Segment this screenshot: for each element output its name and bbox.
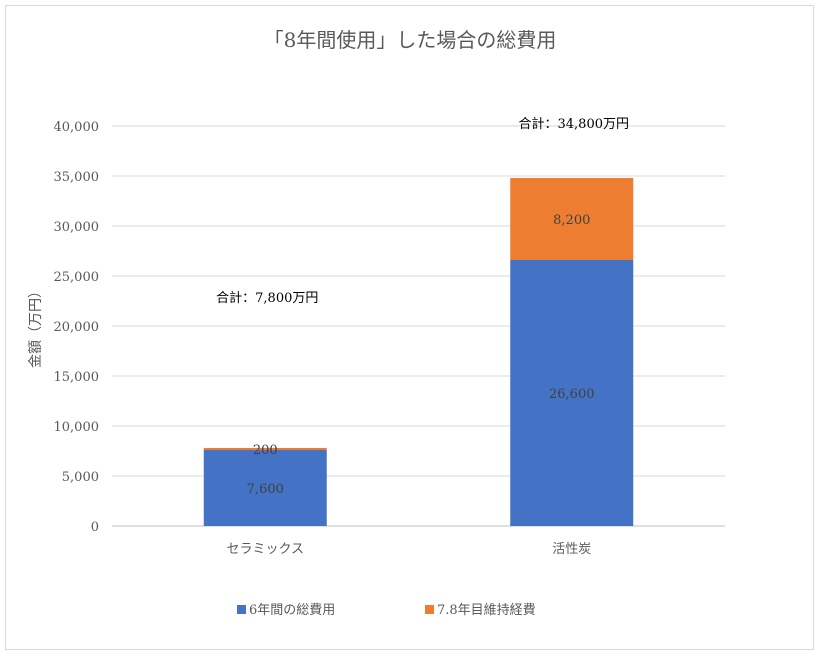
data-label: 200 xyxy=(253,443,278,458)
y-tick-label: 25,000 xyxy=(54,270,100,285)
y-tick-label: 10,000 xyxy=(54,420,100,435)
y-tick-label: 20,000 xyxy=(54,320,100,335)
y-tick-label: 0 xyxy=(91,520,99,535)
y-tick-label: 30,000 xyxy=(54,220,100,235)
y-tick-label: 35,000 xyxy=(54,170,100,185)
x-tick-label: セラミックス xyxy=(226,542,304,557)
bar-segment xyxy=(203,448,327,450)
total-label: 合計：7,800万円 xyxy=(216,290,318,306)
x-tick-label: 活性炭 xyxy=(552,542,591,557)
legend: 6年間の総費用 7.8年目維持経費 xyxy=(237,603,536,618)
legend-label: 6年間の総費用 xyxy=(249,603,335,618)
chart-title: 「8年間使用」した場合の総費用 xyxy=(264,28,557,52)
data-label: 7,600 xyxy=(247,482,284,497)
bars: 7,600 200 合計：7,800万円 26,600 8,200 合計：34,800万円 xyxy=(203,116,634,526)
legend-swatch xyxy=(237,605,246,614)
bar-segment xyxy=(510,178,634,260)
total-label: 合計：34,800万円 xyxy=(519,116,630,132)
bar-segment xyxy=(510,260,634,526)
y-tick-label: 15,000 xyxy=(54,370,100,385)
data-label: 8,200 xyxy=(553,213,590,228)
data-label: 26,600 xyxy=(549,387,595,402)
legend-label: 7.8年目維持経費 xyxy=(437,603,536,618)
chart-frame xyxy=(5,5,814,650)
x-axis-categories: セラミックス 活性炭 xyxy=(226,542,591,557)
y-tick-label: 5,000 xyxy=(62,470,99,485)
bar-segment xyxy=(203,450,327,526)
y-axis-label: 金額（万円） xyxy=(28,284,44,368)
legend-swatch xyxy=(425,605,434,614)
y-axis-ticks: 0 5,000 10,000 15,000 20,000 25,000 30,000 35,0… xyxy=(54,120,100,535)
y-tick-label: 40,000 xyxy=(54,120,100,135)
